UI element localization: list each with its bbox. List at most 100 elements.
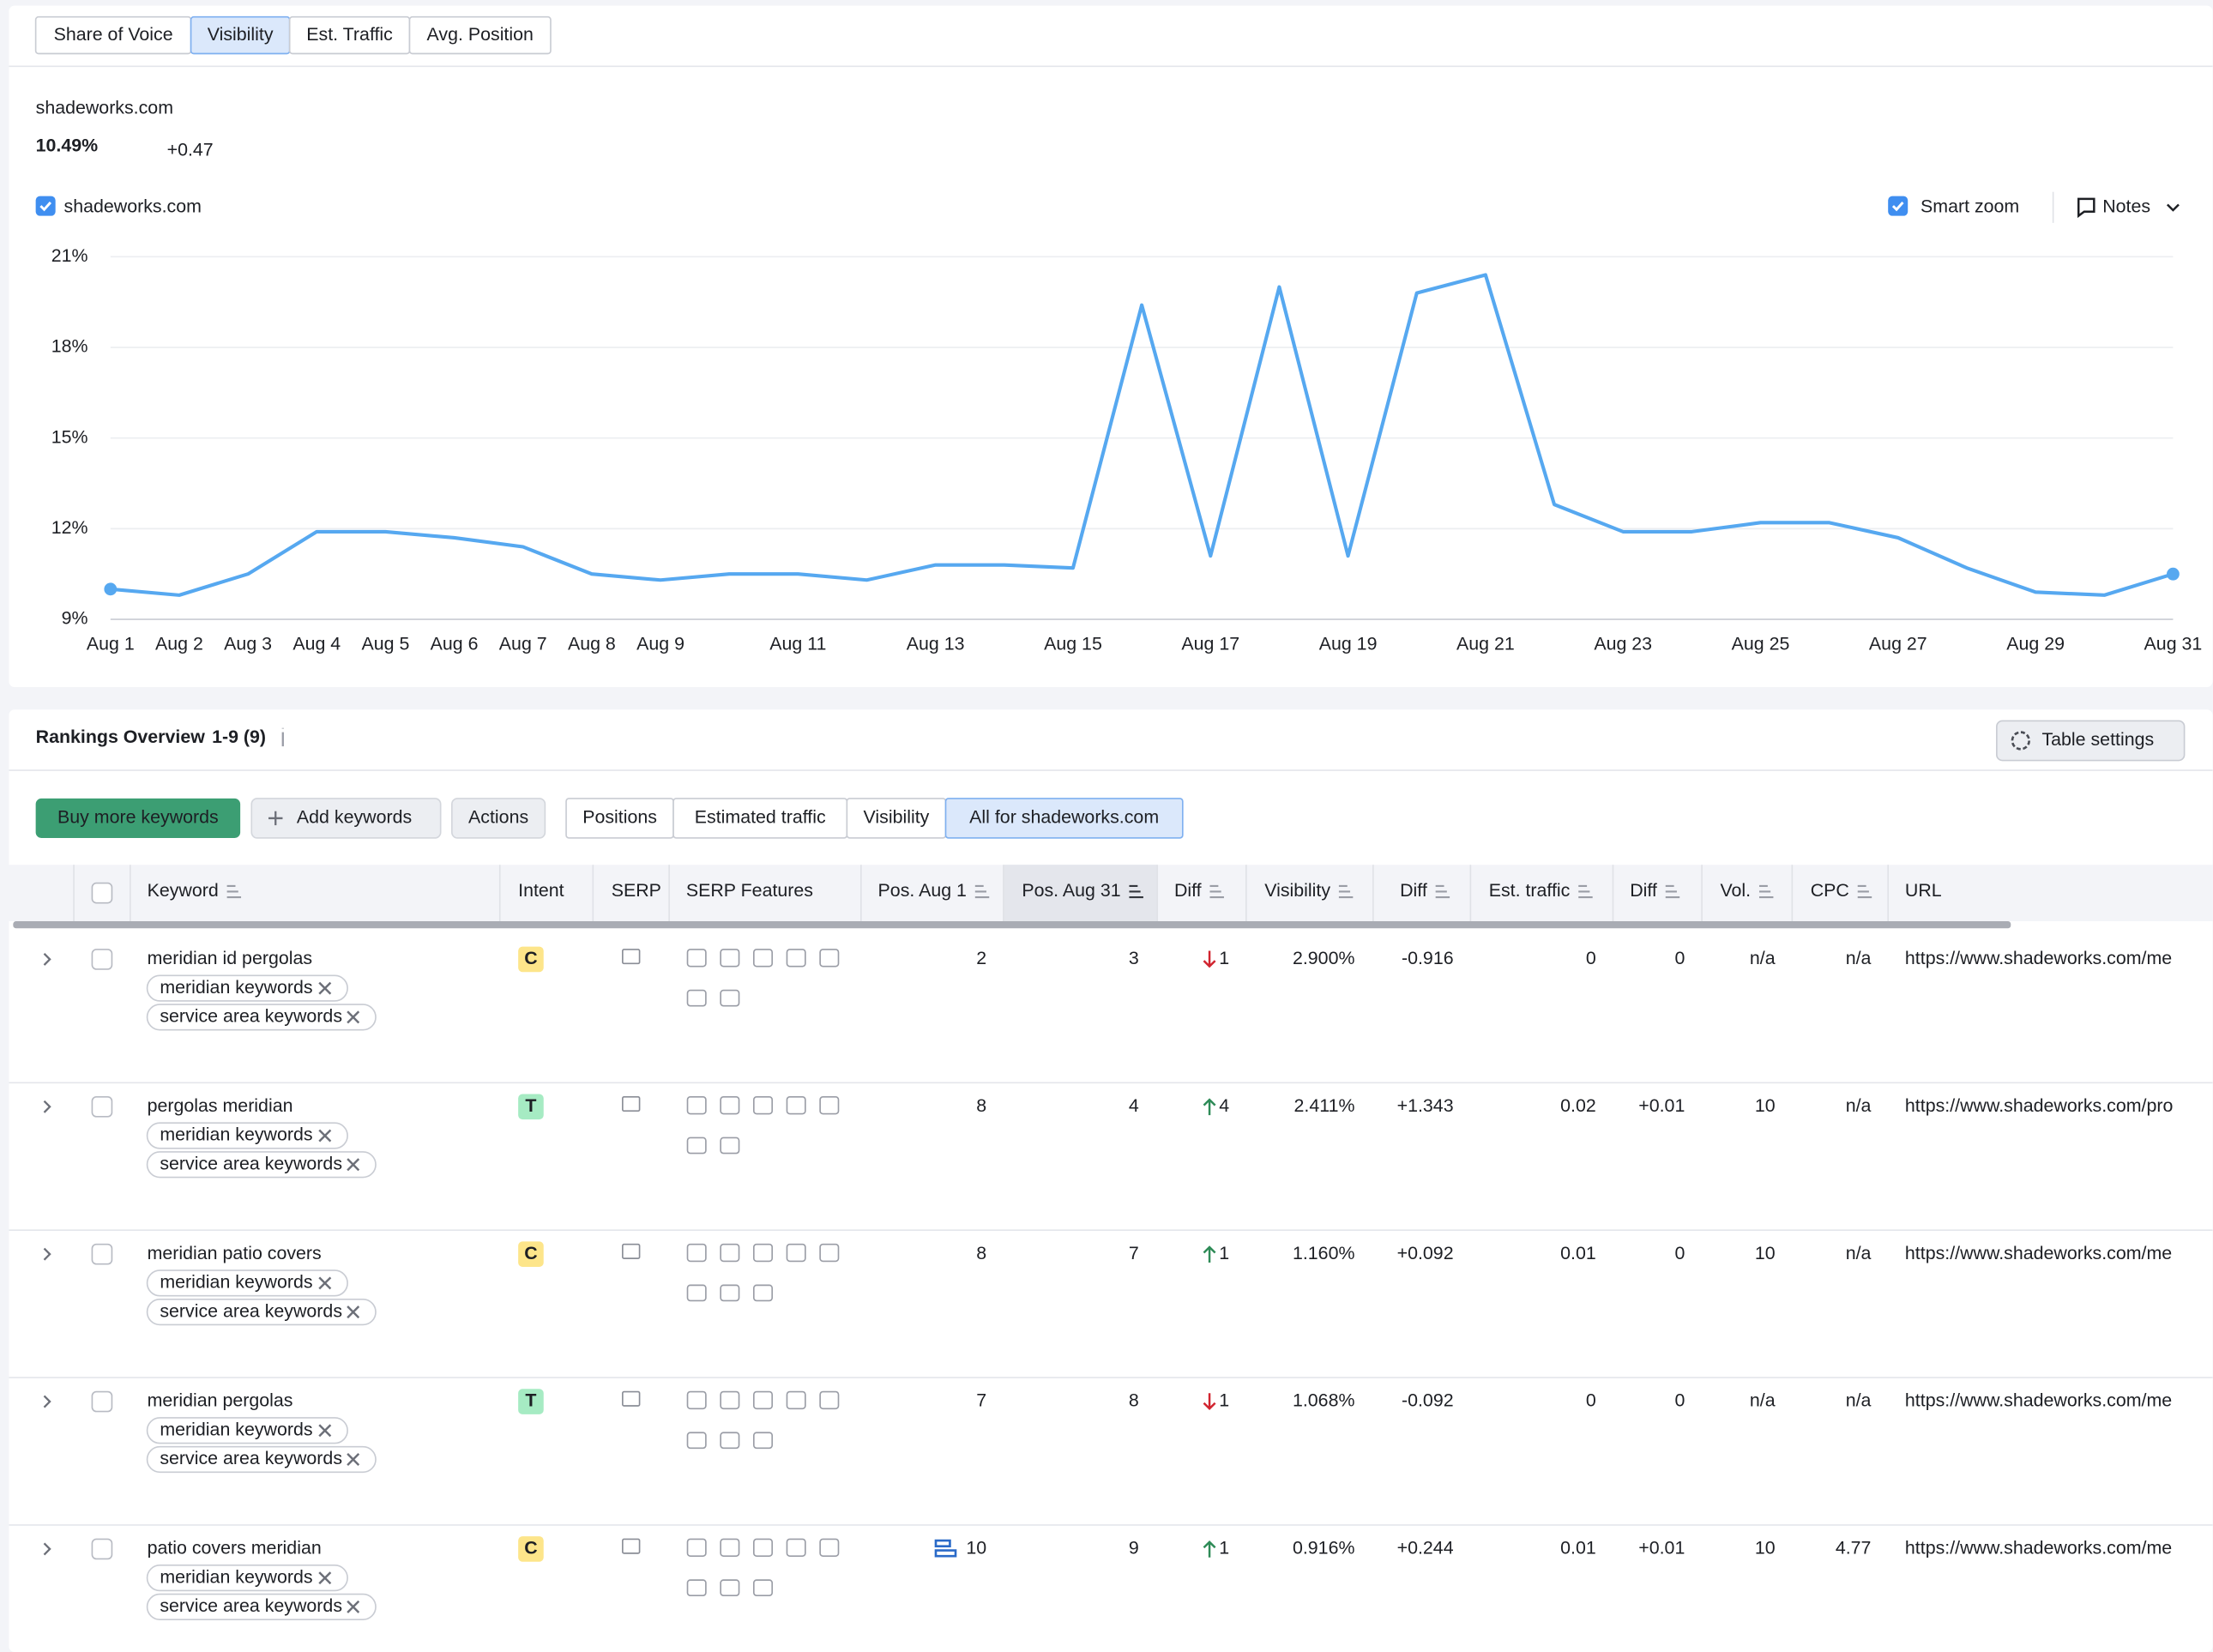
checkbox[interactable]	[91, 949, 113, 970]
serp-icon[interactable]	[622, 1243, 641, 1259]
checkbox[interactable]	[91, 1390, 113, 1413]
column-header[interactable]: Visibility	[1264, 880, 1330, 901]
intent-label: C	[524, 1538, 537, 1559]
cell: 0.02	[1560, 1095, 1596, 1116]
cell: 1	[1219, 1243, 1229, 1263]
serp-feature-icon	[819, 1390, 840, 1410]
tag	[146, 1417, 348, 1444]
metric-tab-label[interactable]: Share of Voice	[54, 24, 173, 45]
keyword-link[interactable]: meridian patio covers	[148, 1243, 322, 1263]
serp-icon[interactable]	[622, 1538, 641, 1554]
keyword-link[interactable]: patio covers meridian	[148, 1538, 322, 1559]
view-tab-label[interactable]: Visibility	[864, 807, 930, 828]
serp-feature-icon	[786, 1538, 806, 1557]
add-button[interactable]	[250, 798, 442, 839]
column-header[interactable]: Diff	[1400, 880, 1427, 901]
cell: 1.068%	[1293, 1390, 1355, 1411]
serp-icon[interactable]	[622, 1095, 641, 1112]
sort-icon	[1758, 884, 1774, 899]
remove-tag-icon[interactable]	[318, 1424, 332, 1438]
checkbox[interactable]	[91, 1095, 113, 1118]
remove-tag-icon[interactable]	[318, 981, 332, 995]
column-header[interactable]: Vol.	[1720, 880, 1751, 901]
column-header[interactable]: Est. traffic	[1489, 880, 1571, 901]
url-link[interactable]: https://www.shadeworks.com/me	[1905, 1243, 2172, 1263]
url-link[interactable]: https://www.shadeworks.com/me	[1905, 1390, 2172, 1411]
view-tab-label[interactable]: Positions	[582, 807, 657, 828]
intent-label: T	[525, 1390, 536, 1411]
remove-tag-icon[interactable]	[318, 1571, 332, 1585]
tag-label: service area keywords	[160, 1006, 342, 1027]
table-settings-label[interactable]: Table settings	[2041, 729, 2154, 750]
expand-icon[interactable]	[43, 953, 51, 966]
actions-button[interactable]	[451, 798, 546, 839]
view-tab-label[interactable]: Estimated traffic	[695, 807, 826, 828]
remove-tag-icon[interactable]	[318, 1276, 332, 1290]
checkbox[interactable]	[35, 196, 56, 216]
column-header[interactable]: Diff	[1174, 880, 1202, 901]
serp-feature-icon	[686, 1579, 707, 1597]
expand-icon[interactable]	[43, 1100, 51, 1113]
remove-tag-icon[interactable]	[318, 1129, 332, 1143]
metric-tab-label[interactable]: Est. Traffic	[306, 24, 393, 45]
url-link[interactable]: https://www.shadeworks.com/me	[1905, 1538, 2172, 1559]
scrollbar[interactable]	[13, 921, 2011, 929]
serp-feature-icon	[720, 1137, 740, 1155]
serp-feature-icon	[720, 1284, 740, 1302]
view-tab-label[interactable]: All for shadeworks.com	[969, 807, 1159, 828]
remove-tag-icon[interactable]	[347, 1600, 360, 1613]
keyword-link[interactable]: meridian id pergolas	[148, 948, 312, 968]
x-tick-label: Aug 19	[1319, 633, 1378, 654]
x-tick-label: Aug 29	[2006, 633, 2065, 654]
buy-button[interactable]	[35, 798, 241, 838]
expand-icon[interactable]	[43, 1542, 51, 1556]
notes-button[interactable]: Notes	[2102, 196, 2150, 216]
score: 10.49%	[36, 136, 99, 156]
cell: 8	[1129, 1390, 1139, 1411]
trend-arrow	[1203, 1540, 1216, 1558]
smart-zoom-label[interactable]: Smart zoom	[1921, 196, 2019, 216]
serp-icon[interactable]	[622, 949, 641, 965]
domain-label: shadeworks.com	[36, 97, 173, 118]
cell: 10	[1755, 1243, 1776, 1263]
column-header[interactable]: CPC	[1811, 880, 1849, 901]
sort-icon	[1209, 884, 1224, 899]
cell: 2	[976, 948, 986, 968]
tag-label: service area keywords	[160, 1300, 342, 1321]
checkbox[interactable]	[91, 882, 113, 904]
buy-button-label[interactable]: Buy more keywords	[57, 807, 219, 828]
checkbox[interactable]	[91, 1538, 113, 1560]
keyword-link[interactable]: meridian pergolas	[148, 1390, 293, 1411]
url-link[interactable]: https://www.shadeworks.com/me	[1905, 948, 2172, 968]
checkbox[interactable]	[91, 1243, 113, 1265]
column-header[interactable]: Pos. Aug 31	[1022, 880, 1120, 901]
column-header[interactable]: Diff	[1630, 880, 1657, 901]
expand-icon[interactable]	[43, 1395, 51, 1408]
remove-tag-icon[interactable]	[347, 1453, 360, 1466]
checkbox[interactable]	[1888, 196, 1908, 216]
cell: 0	[1674, 1243, 1685, 1263]
metric-tab[interactable]	[408, 15, 552, 55]
table-settings-button[interactable]	[1996, 720, 2186, 762]
x-tick-label: Aug 6	[431, 633, 479, 654]
metric-tab-label[interactable]: Visibility	[208, 24, 274, 45]
add-button-label[interactable]: Add keywords	[297, 807, 412, 828]
cell: 1.160%	[1293, 1243, 1355, 1263]
expand-icon[interactable]	[43, 1247, 51, 1261]
url-link[interactable]: https://www.shadeworks.com/pro	[1905, 1095, 2173, 1116]
column-header[interactable]: Keyword	[148, 880, 219, 901]
cell: +1.343	[1397, 1095, 1454, 1116]
cell: 0	[1586, 948, 1596, 968]
cell: 4	[1129, 1095, 1139, 1116]
serp-icon[interactable]	[622, 1390, 641, 1407]
actions-button-label[interactable]: Actions	[468, 807, 528, 828]
keyword-link[interactable]: pergolas meridian	[148, 1095, 293, 1116]
metric-tab-label[interactable]: Avg. Position	[427, 24, 534, 45]
remove-tag-icon[interactable]	[347, 1305, 360, 1319]
column-header[interactable]: Pos. Aug 1	[878, 880, 967, 901]
serp-feature-icon	[786, 1390, 806, 1410]
remove-tag-icon[interactable]	[347, 1010, 360, 1024]
legend-label[interactable]: shadeworks.com	[64, 196, 202, 216]
remove-tag-icon[interactable]	[347, 1158, 360, 1172]
view-tab[interactable]	[944, 798, 1184, 839]
